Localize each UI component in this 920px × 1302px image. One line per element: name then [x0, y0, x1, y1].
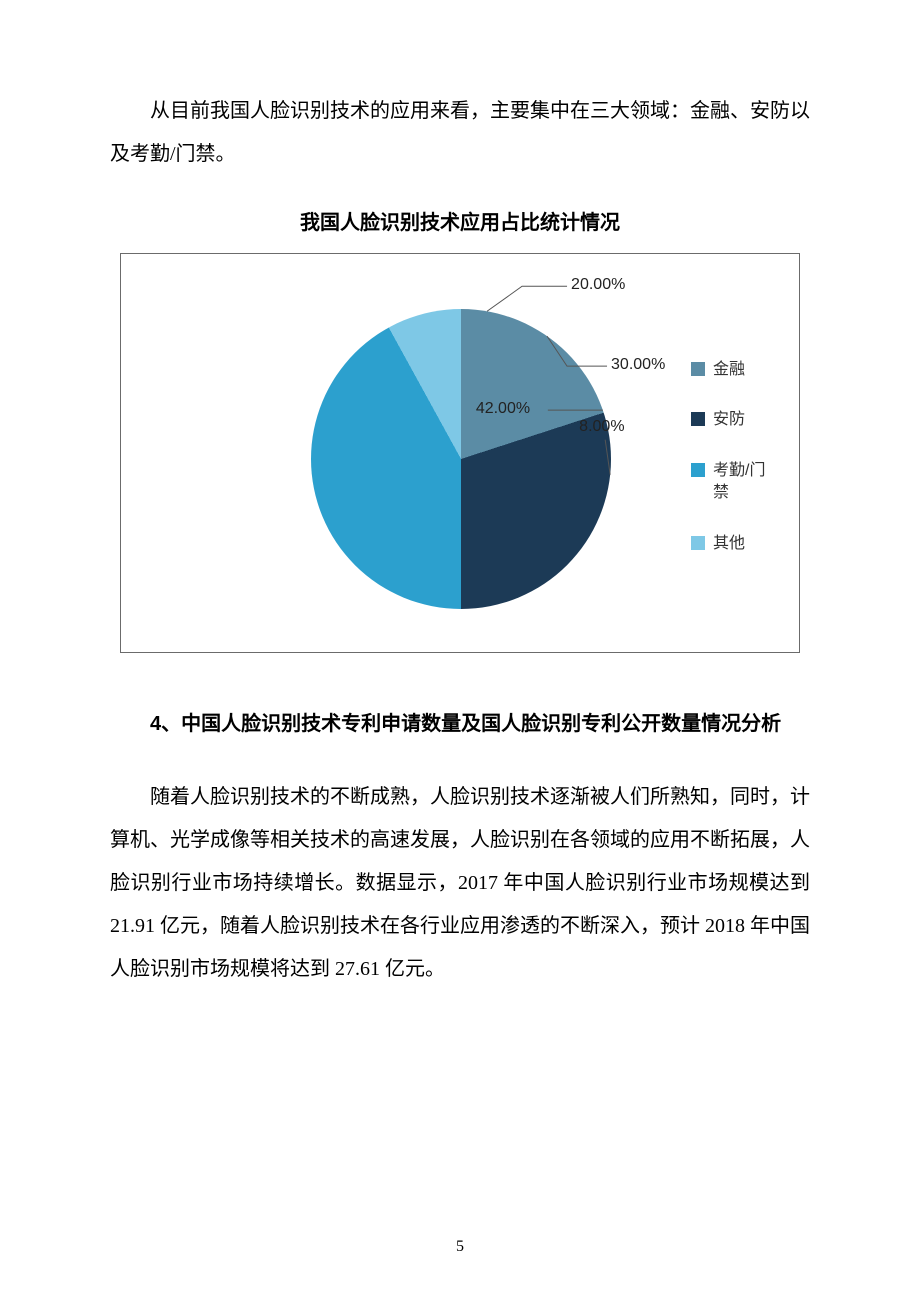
legend-label: 考勤/门禁 [713, 460, 781, 505]
page-number: 5 [0, 1238, 920, 1256]
legend-swatch-icon [691, 463, 705, 477]
legend-swatch-icon [691, 536, 705, 550]
slice-label-finance: 20.00% [571, 276, 625, 294]
legend-item-attendance: 考勤/门禁 [691, 460, 781, 505]
slice-label-attendance: 42.00% [476, 400, 530, 418]
pie-chart [311, 309, 611, 609]
chart-title: 我国人脸识别技术应用占比统计情况 [110, 206, 810, 235]
legend-item-finance: 金融 [691, 359, 781, 381]
pie-graphic [311, 309, 611, 609]
document-page: 从目前我国人脸识别技术的应用来看，主要集中在三大领域：金融、安防以及考勤/门禁。… [0, 0, 920, 1081]
slice-label-security: 30.00% [611, 356, 665, 374]
slice-label-other: 8.00% [579, 418, 624, 436]
section-heading: 4、中国人脸识别技术专利申请数量及国人脸识别专利公开数量情况分析 [110, 703, 810, 746]
legend-swatch-icon [691, 362, 705, 376]
pie-chart-container: 20.00% 30.00% 42.00% 8.00% 金融 安防 考勤/门禁 其… [120, 253, 800, 653]
legend-label: 其他 [713, 533, 745, 555]
legend-item-security: 安防 [691, 409, 781, 431]
legend-label: 安防 [713, 409, 745, 431]
legend-item-other: 其他 [691, 533, 781, 555]
legend-label: 金融 [713, 359, 745, 381]
intro-paragraph: 从目前我国人脸识别技术的应用来看，主要集中在三大领域：金融、安防以及考勤/门禁。 [110, 90, 810, 176]
legend-swatch-icon [691, 412, 705, 426]
chart-legend: 金融 安防 考勤/门禁 其他 [691, 359, 781, 583]
body-paragraph: 随着人脸识别技术的不断成熟，人脸识别技术逐渐被人们所熟知，同时，计算机、光学成像… [110, 776, 810, 991]
